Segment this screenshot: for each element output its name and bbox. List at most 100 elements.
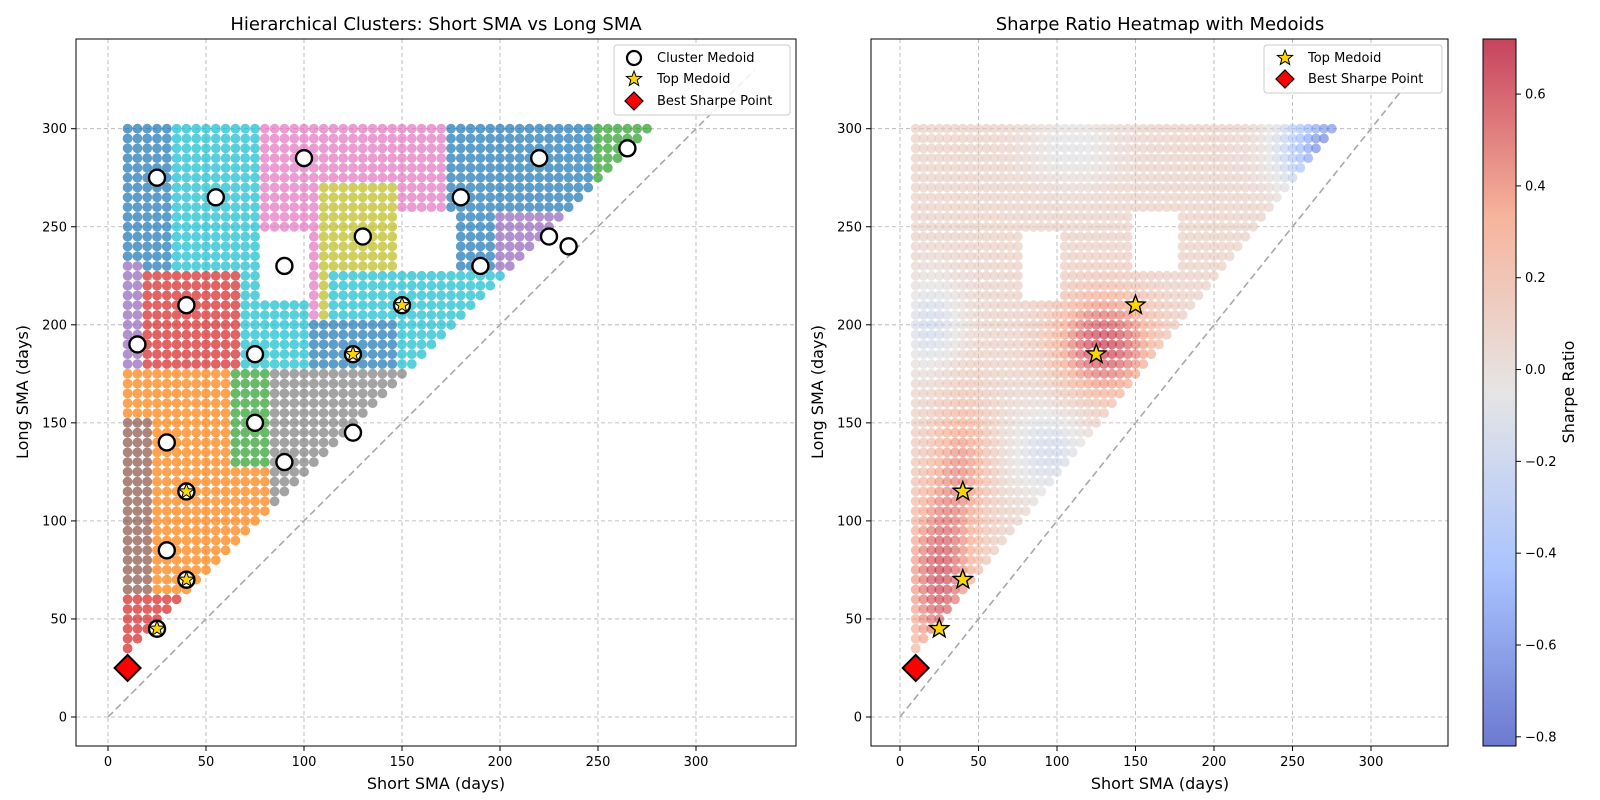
cluster-point [436, 202, 447, 213]
heatmap-point [942, 378, 952, 389]
legend-cluster-medoid: Cluster Medoid [657, 51, 755, 66]
cluster-point [201, 535, 211, 546]
heatmap-point [1091, 212, 1102, 222]
cluster-point [191, 516, 202, 526]
heatmap-point [1154, 339, 1164, 350]
heatmap-point [973, 192, 984, 203]
heatmap-point [1240, 202, 1251, 213]
cluster-point [132, 270, 143, 281]
heatmap-point [1201, 270, 1212, 281]
heatmap-point [1099, 270, 1109, 281]
cluster-point [563, 163, 574, 173]
cluster-point [220, 368, 231, 379]
heatmap-point [1114, 212, 1125, 222]
heatmap-point [957, 516, 968, 526]
cluster-point [191, 241, 202, 252]
heatmap-point [989, 212, 1000, 222]
heatmap-point [1083, 300, 1094, 311]
heatmap-point [1012, 437, 1023, 448]
cluster-point [171, 408, 182, 418]
cluster-point [171, 506, 182, 516]
heatmap-point [1209, 182, 1219, 193]
cluster-point [328, 123, 339, 134]
heatmap-point [942, 349, 952, 360]
cluster-point [318, 172, 329, 183]
cluster-point [142, 270, 153, 281]
cluster-point [338, 339, 349, 350]
heatmap-point [973, 270, 984, 281]
cluster-point [122, 378, 133, 389]
heatmap-point [1154, 270, 1164, 281]
heatmap-point [1138, 143, 1149, 154]
heatmap-point [918, 123, 929, 134]
heatmap-point [926, 202, 937, 213]
cluster-point [387, 290, 398, 301]
heatmap-point [965, 261, 976, 271]
cluster-point [367, 212, 378, 222]
heatmap-point [1067, 447, 1078, 458]
cluster-point [259, 163, 270, 173]
cluster-point [132, 319, 143, 330]
cluster-point [426, 202, 437, 213]
cluster-point [406, 172, 417, 183]
cluster-point [328, 398, 339, 409]
heatmap-point [1216, 231, 1227, 242]
heatmap-point [1012, 290, 1023, 301]
heatmap-point [1036, 310, 1047, 320]
heatmap-point [973, 447, 984, 458]
heatmap-point [1052, 192, 1062, 203]
cluster-point [201, 123, 211, 134]
cluster-point [161, 192, 172, 203]
cluster-point [475, 153, 486, 164]
heatmap-point [1052, 368, 1062, 379]
heatmap-point [1185, 300, 1196, 311]
heatmap-point [989, 525, 1000, 536]
heatmap-point [942, 163, 952, 173]
cluster-point [210, 319, 221, 330]
heatmap-point [942, 368, 952, 379]
heatmap-point [1099, 261, 1109, 271]
heatmap-point [957, 339, 968, 350]
heatmap-point [997, 368, 1007, 379]
cluster-point [181, 231, 192, 242]
cluster-point [122, 545, 133, 556]
heatmap-point [934, 398, 945, 409]
cluster-point [152, 574, 162, 585]
cluster-point [308, 231, 319, 242]
heatmap-point [1130, 163, 1141, 173]
heatmap-point [1091, 378, 1102, 389]
cluster-point [377, 172, 388, 183]
heatmap-point [1020, 192, 1031, 203]
cluster-point [289, 359, 300, 369]
cluster-point [122, 535, 133, 546]
cluster-point [289, 182, 300, 193]
heatmap-point [910, 604, 921, 614]
heatmap-point [1028, 133, 1039, 144]
heatmap-point [918, 378, 929, 389]
heatmap-point [1083, 310, 1094, 320]
heatmap-point [1052, 349, 1062, 360]
heatmap-point [1012, 270, 1023, 281]
cluster-point [210, 349, 221, 360]
left-legend-box [613, 44, 791, 116]
cluster-point [279, 319, 290, 330]
heatmap-point [1201, 280, 1212, 291]
heatmap-point [1264, 133, 1274, 144]
heatmap-point [1036, 457, 1047, 467]
heatmap-point [1193, 270, 1204, 281]
heatmap-point [1091, 221, 1102, 232]
heatmap-point [1005, 192, 1015, 203]
cluster-point [279, 182, 290, 193]
heatmap-point [981, 545, 992, 556]
cluster-point [201, 368, 211, 379]
cluster-point [387, 329, 398, 340]
cluster-point [514, 231, 525, 242]
heatmap-point [1067, 300, 1078, 311]
cluster-point [191, 496, 202, 507]
heatmap-point [1059, 329, 1070, 340]
x-tick-label: 200 [1202, 755, 1227, 770]
heatmap-point [1020, 427, 1031, 438]
heatmap-point [1044, 123, 1055, 134]
heatmap-point [1146, 153, 1157, 164]
heatmap-point [973, 408, 984, 418]
